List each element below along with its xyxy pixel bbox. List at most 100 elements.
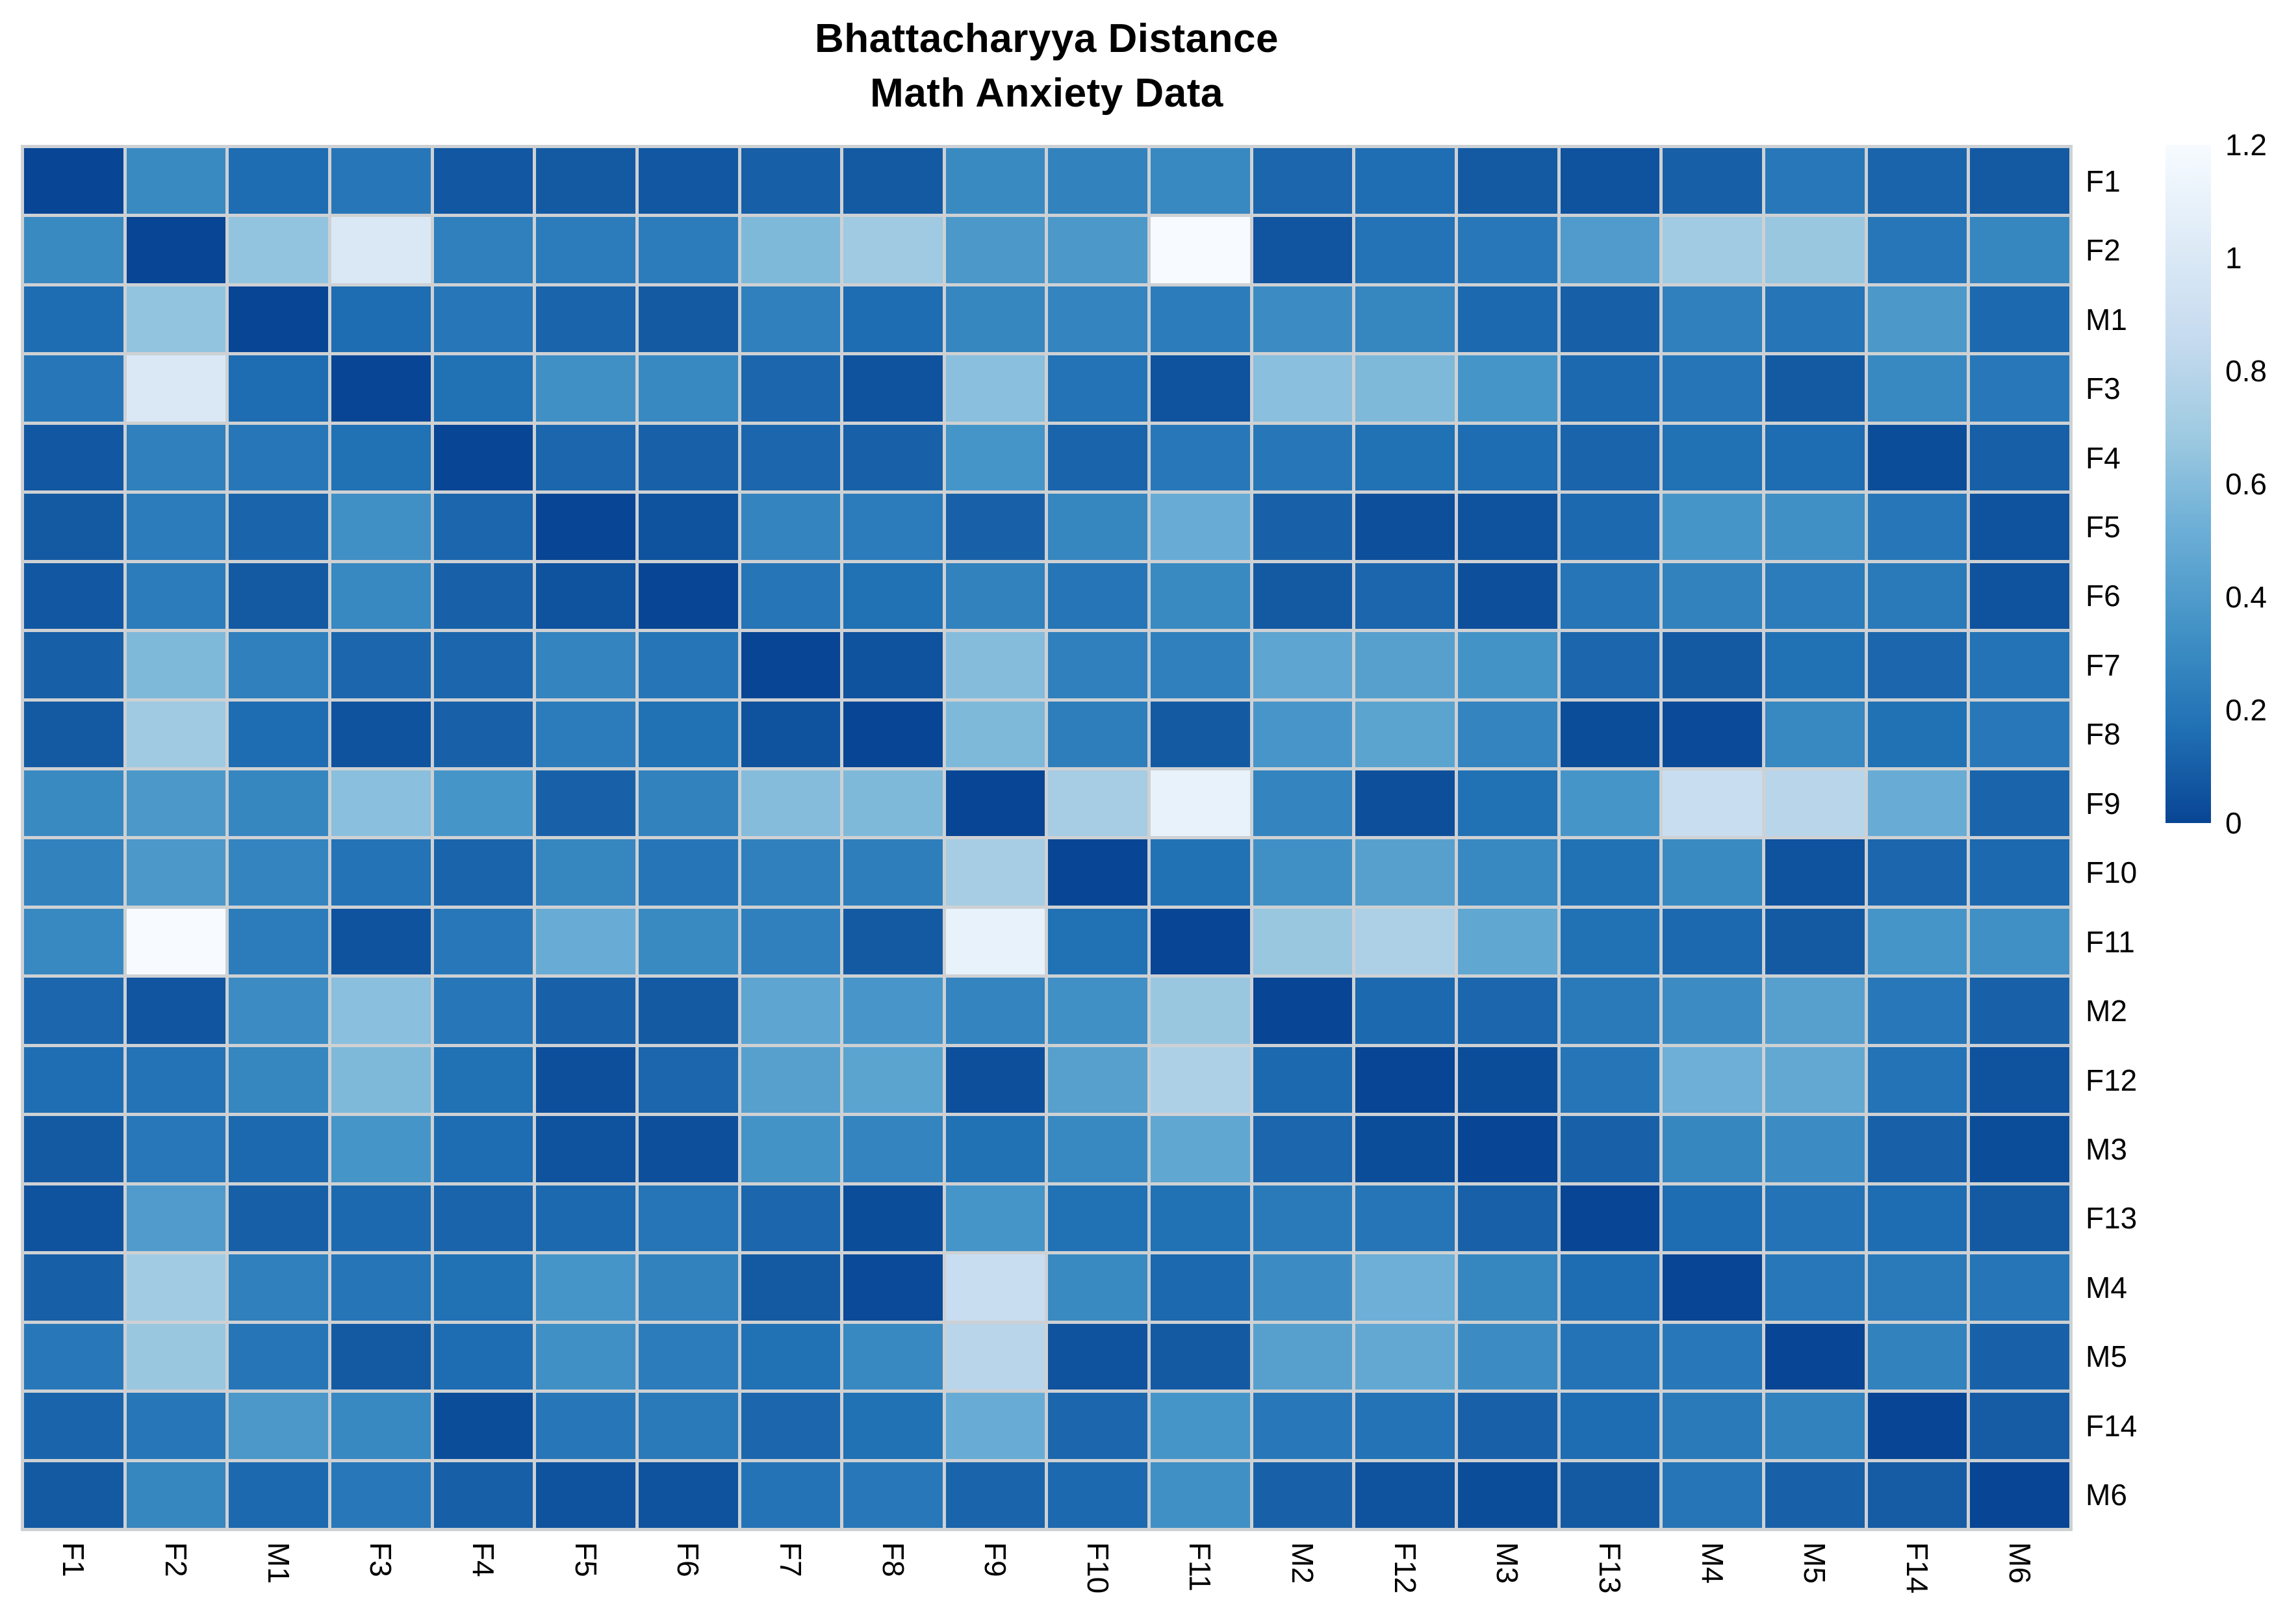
heatmap-cell: [1048, 217, 1148, 283]
heatmap-cell: [1970, 286, 2069, 353]
chart-title-line1: Bhattacharyya Distance: [815, 16, 1279, 61]
heatmap-cell: [536, 355, 635, 422]
heatmap-cell: [536, 424, 635, 491]
heatmap-cell: [536, 1254, 635, 1321]
heatmap-cell: [741, 286, 841, 353]
heatmap-cell: [536, 286, 635, 353]
heatmap-cell: [24, 632, 123, 698]
heatmap-cell: [1560, 632, 1660, 698]
heatmap-cell: [945, 563, 1045, 629]
heatmap-cell: [126, 217, 226, 283]
heatmap-cell: [229, 701, 328, 768]
heatmap-cell: [1867, 978, 1967, 1044]
heatmap-cell: [536, 217, 635, 283]
heatmap-cell: [843, 355, 943, 422]
heatmap-cell: [1765, 1254, 1865, 1321]
heatmap-cell: [1151, 1323, 1250, 1390]
heatmap-cell: [945, 908, 1045, 975]
heatmap-cell: [1355, 1047, 1455, 1113]
row-label: F4: [2086, 440, 2121, 475]
col-label: F13: [1593, 1542, 1628, 1594]
heatmap-cell: [1663, 286, 1763, 353]
row-label: M2: [2086, 994, 2127, 1028]
row-label: F6: [2086, 579, 2121, 613]
heatmap-cell: [24, 1116, 123, 1182]
heatmap-cell: [433, 632, 533, 698]
heatmap-cell: [1970, 978, 2069, 1044]
colorbar-tick-label: 0.8: [2225, 354, 2267, 388]
heatmap-cell: [1765, 1323, 1865, 1390]
heatmap-cell: [945, 217, 1045, 283]
heatmap-cell: [741, 1462, 841, 1528]
heatmap-cell: [1151, 424, 1250, 491]
heatmap-cell: [1458, 701, 1557, 768]
heatmap-cell: [741, 839, 841, 906]
heatmap-cell: [1151, 355, 1250, 422]
heatmap-grid: [21, 145, 2073, 1531]
heatmap-cell: [24, 1323, 123, 1390]
heatmap-cell: [433, 770, 533, 837]
heatmap-cell: [229, 217, 328, 283]
heatmap-cell: [1560, 978, 1660, 1044]
heatmap-cell: [24, 563, 123, 629]
heatmap-cell: [741, 494, 841, 560]
heatmap-cell: [536, 1462, 635, 1528]
heatmap-cell: [1253, 1254, 1353, 1321]
colorbar-gradient: [2165, 145, 2211, 823]
heatmap-cell: [24, 908, 123, 975]
heatmap-cell: [1253, 217, 1353, 283]
heatmap-cell: [1560, 286, 1660, 353]
heatmap-cell: [1765, 424, 1865, 491]
col-label: M5: [1798, 1542, 1832, 1584]
heatmap-cell: [1663, 1116, 1763, 1182]
heatmap-cell: [1355, 217, 1455, 283]
heatmap-cell: [638, 839, 738, 906]
heatmap-cell: [1048, 978, 1148, 1044]
heatmap-cell: [1765, 355, 1865, 422]
heatmap-cell: [536, 1323, 635, 1390]
heatmap-cell: [1458, 839, 1557, 906]
heatmap-cell: [1458, 1323, 1557, 1390]
heatmap-cell: [945, 770, 1045, 837]
heatmap-cell: [1151, 908, 1250, 975]
heatmap-cell: [1253, 1323, 1353, 1390]
heatmap-cell: [1560, 217, 1660, 283]
heatmap-cell: [638, 1323, 738, 1390]
heatmap-cell: [843, 1462, 943, 1528]
heatmap-cell: [1560, 563, 1660, 629]
heatmap-cell: [24, 1462, 123, 1528]
heatmap-cell: [1867, 632, 1967, 698]
heatmap-cell: [1663, 1254, 1763, 1321]
heatmap-cell: [741, 1254, 841, 1321]
heatmap-cell: [1458, 908, 1557, 975]
heatmap-cell: [1970, 217, 2069, 283]
heatmap-cell: [24, 217, 123, 283]
col-label: F7: [773, 1542, 808, 1577]
heatmap-cell: [1970, 701, 2069, 768]
heatmap-cell: [331, 1254, 431, 1321]
heatmap-cell: [1560, 494, 1660, 560]
heatmap-cell: [1867, 1047, 1967, 1113]
heatmap-cell: [1560, 424, 1660, 491]
heatmap-cell: [1458, 563, 1557, 629]
heatmap-cell: [1151, 148, 1250, 214]
heatmap-cell: [1151, 494, 1250, 560]
heatmap-cell: [1048, 839, 1148, 906]
heatmap-cell: [1253, 770, 1353, 837]
col-label: F5: [568, 1542, 603, 1577]
heatmap-cell: [741, 563, 841, 629]
heatmap-cell: [536, 494, 635, 560]
heatmap-cell: [331, 1185, 431, 1252]
heatmap-cell: [1355, 563, 1455, 629]
col-label: F10: [1080, 1542, 1115, 1594]
heatmap-cell: [1458, 424, 1557, 491]
colorbar-tick-label: 1.2: [2225, 128, 2267, 162]
heatmap-cell: [843, 563, 943, 629]
heatmap-cell: [945, 632, 1045, 698]
heatmap-cell: [1253, 1185, 1353, 1252]
row-label: M1: [2086, 302, 2127, 336]
heatmap-cell: [229, 1047, 328, 1113]
heatmap-cell: [126, 1254, 226, 1321]
heatmap-cell: [1355, 701, 1455, 768]
